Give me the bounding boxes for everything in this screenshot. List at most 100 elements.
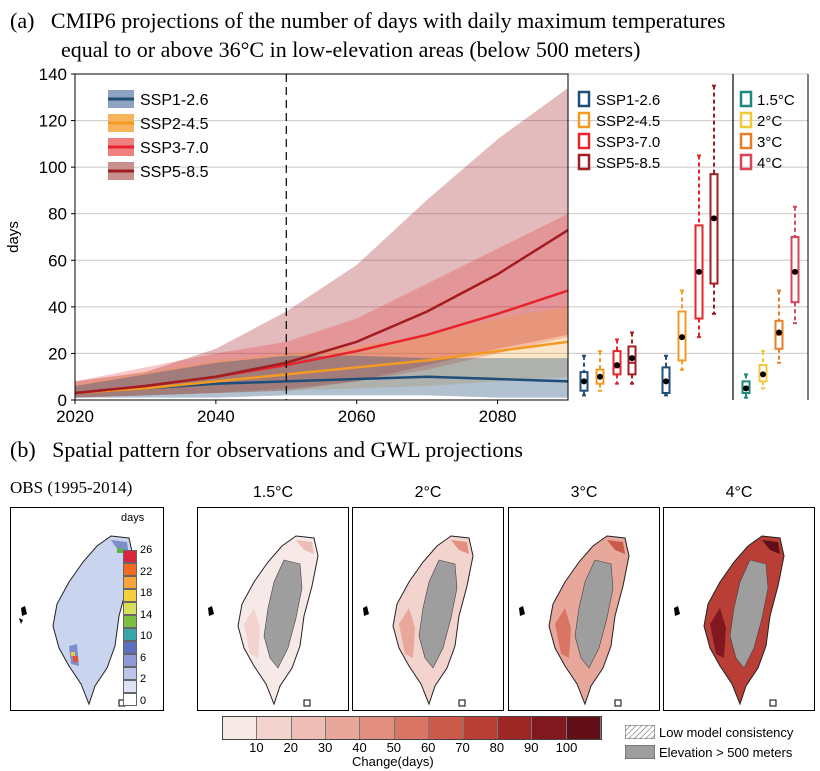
obs-colorbar-tick: 14 [140, 608, 153, 621]
change-colorbar-cell [223, 717, 258, 739]
obs-colorbar-tick: 2 [140, 673, 147, 685]
change-colorbar-cell [360, 717, 395, 739]
box-legend-label-SSP1-2.6: SSP1-2.6 [596, 92, 660, 109]
obs-colorbar-cell [123, 654, 137, 667]
map-legend: Low model consistency Elevation > 500 me… [625, 722, 815, 762]
change-colorbar-tick: 60 [420, 740, 436, 755]
legend-label-SSP5-8.5: SSP5-8.5 [140, 164, 209, 181]
timeseries-lines [74, 228, 569, 395]
change-colorbar-cell [291, 717, 327, 739]
obs-colorbar-cell [123, 667, 137, 680]
obs-colorbar-ticks: 26 22 18 14 10 6 2 0 [140, 544, 160, 712]
change-colorbar-cell [532, 717, 567, 739]
change-colorbar-tick: 20 [283, 740, 298, 755]
obs-colorbar-tick: 0 [140, 694, 147, 707]
change-colorbar-cell [566, 717, 601, 739]
change-colorbar-cell [463, 717, 498, 739]
ytick-label: 100 [39, 158, 67, 177]
obs-colorbar-cell [123, 550, 137, 563]
boxplot-area: SSP1-2.6 SSP2-4.5 SSP3-7.0 SSP5-8.5 1.5°C 2°C… [577, 74, 809, 400]
western-plain [710, 608, 726, 658]
mountain-area [729, 559, 769, 669]
obs-map [19, 535, 134, 707]
gwl-map [208, 535, 319, 707]
box-legend-swatch-gwl [739, 90, 753, 108]
timeseries-legend: SSP1-2.6 SSP2-4.5 SSP3-7.0 SSP5-8.5 [108, 90, 209, 181]
ytick-label: 40 [48, 298, 67, 317]
obs-colorbar-tick: 26 [140, 544, 153, 556]
box-mean-dot [776, 329, 782, 336]
gray-swatch [625, 745, 655, 759]
box-legend-swatch-gwl [739, 111, 753, 129]
gwl-map-panel [508, 507, 660, 711]
obs-colorbar-tick: 22 [140, 565, 153, 578]
box-legend-swatch-SSP2-4.5 [577, 111, 591, 129]
change-colorbar-tick: 100 [555, 740, 578, 755]
obs-colorbar-cell [123, 615, 137, 628]
obs-colorbar-cell [123, 693, 137, 706]
box-mean-dot [581, 378, 587, 385]
panel-a-label: (a) [10, 8, 35, 33]
plot-frame [74, 73, 569, 401]
obs-colorbar-tick: 6 [140, 651, 147, 664]
band-SSP1-2.6 [75, 355, 568, 398]
change-colorbar-cell [429, 717, 464, 739]
western-plain [555, 608, 571, 658]
gwl-map [519, 535, 630, 707]
gwl-map-panel [352, 507, 504, 711]
box-legend-swatch-SSP3-7.0 [577, 132, 591, 150]
map-title: 1.5°C [252, 484, 294, 501]
box-mean-dot [663, 378, 669, 385]
xtick-label: 2040 [197, 407, 235, 426]
legend-label-SSP1-2.6: SSP1-2.6 [140, 92, 209, 109]
obs-colorbar-cell [123, 589, 137, 602]
obs-colorbar [123, 550, 137, 706]
obs-hotspot-south [73, 656, 78, 662]
mountain-area [263, 559, 303, 669]
box-legend-label-SSP3-7.0: SSP3-7.0 [596, 134, 660, 151]
change-colorbar-cell [326, 717, 361, 739]
northern-basin [607, 540, 625, 554]
line-SSP2-4.5 [74, 340, 569, 395]
panel-a-title-line2: equal to or above 36°C in low-elevation … [61, 37, 641, 62]
map-title: 2°C [414, 484, 442, 501]
obs-colorbar-cell [123, 680, 137, 693]
change-colorbar-tick: 90 [524, 740, 539, 755]
obs-colorbar-label: days [121, 512, 145, 524]
panel-b-title-text: Spatial pattern for observations and GWL… [52, 437, 523, 462]
box-legend-label-SSP5-8.5: SSP5-8.5 [596, 155, 660, 172]
box-mean-dot [629, 355, 635, 362]
box-legend-swatch-gwl [739, 132, 753, 150]
ytick-label: 140 [39, 65, 67, 84]
band-SSP5-8.5 [75, 87, 568, 398]
y-axis-label: days [5, 221, 22, 253]
gwl-map [674, 535, 785, 707]
box-legend-label-gwl: 4°C [757, 155, 782, 172]
ytick-label: 0 [58, 391, 67, 410]
hatch-legend-label: Low model consistency [659, 724, 794, 740]
box-SSP5-8.5 [709, 173, 719, 285]
map-title: 4°C [725, 484, 753, 501]
panel-a-title: (a) CMIP6 projections of the number of d… [10, 6, 815, 64]
map-title: 3°C [570, 484, 598, 501]
gwl-map [363, 535, 474, 707]
box-mean-dot [696, 268, 702, 275]
ytick-label: 80 [48, 205, 67, 224]
western-plain [399, 608, 415, 658]
change-colorbar-cell [394, 717, 430, 739]
box-legend-swatch-SSP5-8.5 [577, 153, 591, 171]
box-legend-swatch-SSP1-2.6 [577, 90, 591, 108]
northern-basin [296, 540, 314, 554]
change-colorbar-tick: 80 [489, 740, 505, 755]
legend-label-SSP2-4.5: SSP2-4.5 [140, 116, 209, 133]
line-SSP5-8.5 [74, 228, 569, 395]
gray-legend-label: Elevation > 500 meters [659, 744, 793, 760]
obs-colorbar-tick: 18 [140, 587, 153, 599]
ytick-label: 120 [39, 112, 67, 131]
box-mean-dot [614, 362, 620, 369]
obs-colorbar-cell [123, 576, 137, 589]
xtick-label: 2080 [479, 407, 517, 426]
change-colorbar-cell [257, 717, 292, 739]
ytick-label: 20 [48, 344, 67, 363]
